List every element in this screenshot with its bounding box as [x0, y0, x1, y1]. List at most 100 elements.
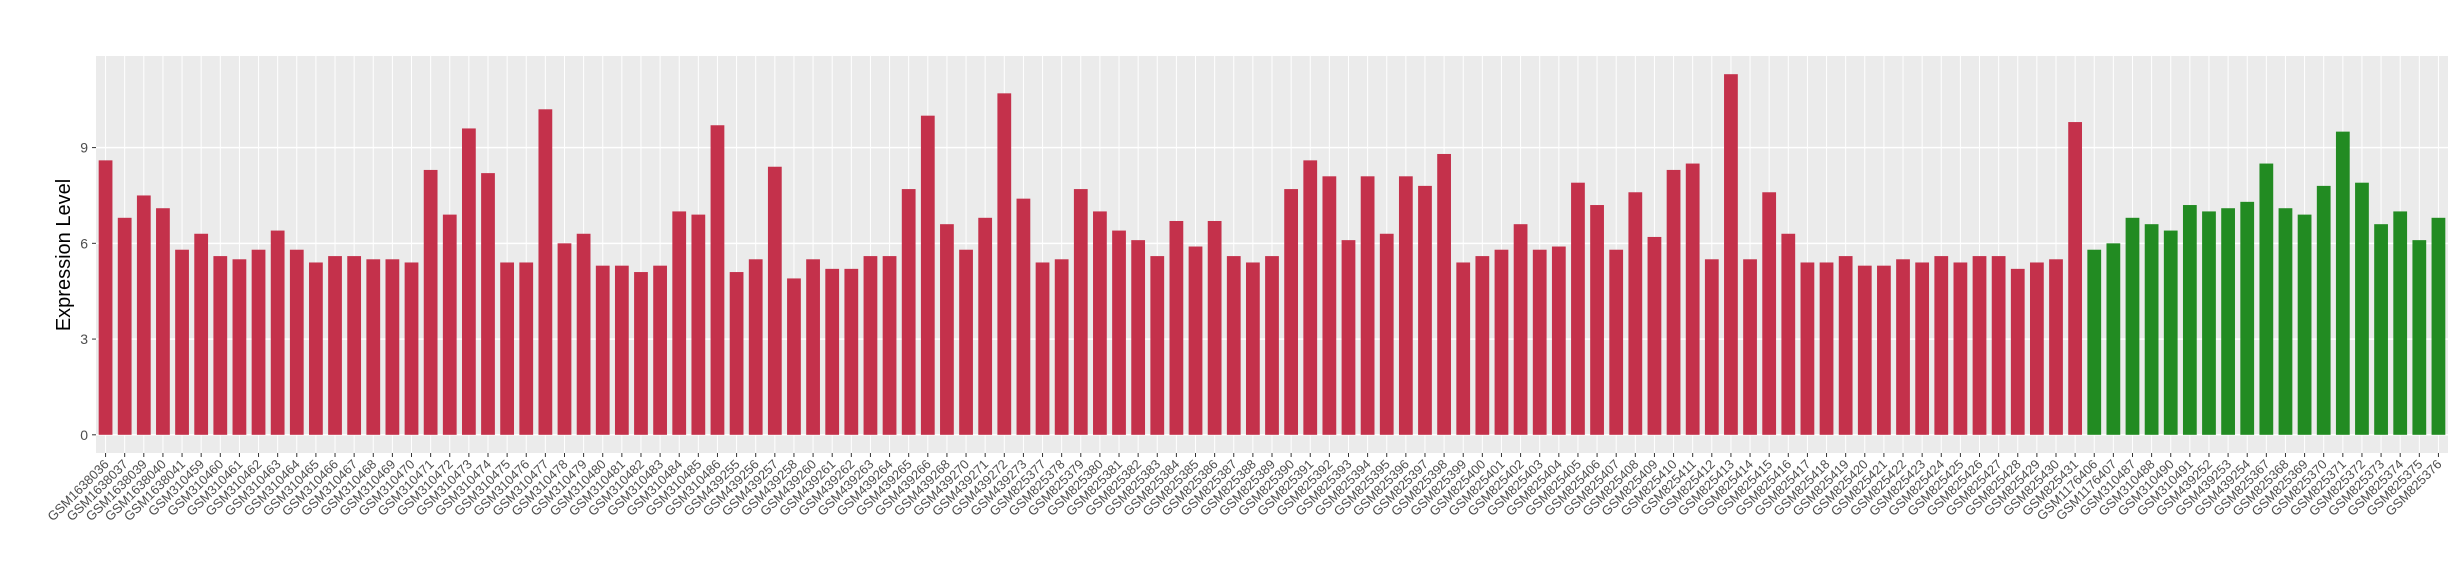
bar: [270, 230, 285, 435]
bar: [2374, 224, 2388, 435]
bar: [1169, 220, 1184, 435]
bar: [2316, 185, 2331, 435]
bar: [557, 243, 572, 435]
bar: [1418, 185, 1432, 435]
bar: [1322, 176, 1337, 435]
bar: [1647, 236, 1662, 435]
bar: [2355, 182, 2369, 435]
bar: [1896, 259, 1910, 435]
bar: [1934, 256, 1949, 435]
bar: [2335, 131, 2350, 435]
bar: [328, 256, 342, 435]
bar: [1494, 249, 1509, 435]
bar: [767, 166, 782, 435]
bar: [1265, 256, 1279, 435]
bar: [481, 173, 495, 435]
y-tick-label: 0: [80, 427, 88, 443]
bar: [98, 160, 113, 435]
bar: [1131, 240, 1146, 435]
bar: [729, 272, 744, 435]
bar: [959, 249, 973, 435]
bar: [1800, 262, 1815, 435]
bar: [1341, 240, 1356, 435]
bar: [461, 128, 476, 435]
bar: [1150, 256, 1165, 435]
bar: [1360, 176, 1375, 435]
y-tick-label: 3: [80, 331, 88, 347]
bar: [175, 249, 189, 435]
bar: [1724, 74, 1738, 435]
y-tick-label: 9: [80, 140, 88, 156]
bar: [423, 169, 438, 435]
bar: [997, 93, 1012, 435]
y-axis-title: Expression Level: [53, 179, 75, 331]
bar: [1762, 192, 1777, 435]
bar: [1379, 233, 1394, 435]
bar: [1991, 256, 2006, 435]
bar: [117, 217, 132, 435]
bar: [882, 256, 897, 435]
bar: [1188, 246, 1203, 435]
bar: [1609, 249, 1624, 435]
bar: [1838, 256, 1853, 435]
bar: [1571, 182, 1585, 435]
bar: [787, 278, 801, 435]
bar: [1284, 189, 1299, 435]
bar: [863, 256, 878, 435]
bar: [2125, 217, 2140, 435]
bar: [289, 249, 304, 435]
bar: [500, 262, 515, 435]
bar: [2010, 268, 2025, 435]
bar: [653, 265, 667, 435]
bar: [920, 115, 935, 435]
bar: [1666, 169, 1681, 435]
bar: [2087, 249, 2102, 435]
bar: [2278, 208, 2293, 435]
bar: [1398, 176, 1413, 435]
bar: [2259, 163, 2274, 435]
bar: [1475, 256, 1490, 435]
bar: [825, 268, 840, 435]
bar: [1073, 189, 1088, 435]
bar: [1743, 259, 1757, 435]
bar: [404, 262, 419, 435]
bar: [136, 195, 151, 435]
bar: [1054, 259, 1069, 435]
bar: [1093, 211, 1107, 435]
bar: [2029, 262, 2044, 435]
bar: [2431, 217, 2446, 435]
bar: [2182, 205, 2197, 435]
bar: [1781, 233, 1796, 435]
bar: [1207, 220, 1222, 435]
bar: [1915, 262, 1930, 435]
bar: [595, 265, 610, 435]
bar: [2049, 259, 2063, 435]
bar: [194, 233, 209, 435]
bar: [614, 265, 629, 435]
bar: [2106, 243, 2121, 435]
bar: [901, 189, 916, 435]
bar: [672, 211, 687, 435]
bar: [1245, 262, 1260, 435]
bar: [2068, 122, 2083, 435]
bar: [2221, 208, 2235, 435]
bar: [232, 259, 247, 435]
bar: [213, 256, 228, 435]
bar: [2240, 201, 2255, 435]
bar: [2144, 224, 2159, 435]
bar: [385, 259, 400, 435]
bar: [1819, 262, 1834, 435]
bar: [519, 262, 534, 435]
bar: [251, 249, 266, 435]
bar: [538, 109, 553, 435]
bar: [691, 214, 706, 435]
bar: [748, 259, 763, 435]
bar: [1532, 249, 1547, 435]
bar: [940, 224, 954, 435]
bar: [1437, 153, 1451, 435]
bar: [1704, 259, 1719, 435]
bar: [1857, 265, 1872, 435]
bar: [806, 259, 820, 435]
